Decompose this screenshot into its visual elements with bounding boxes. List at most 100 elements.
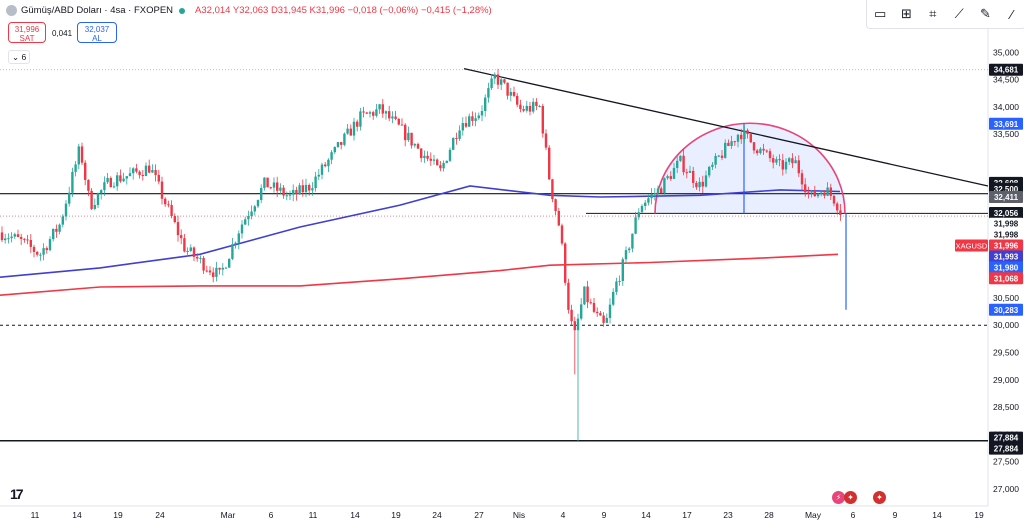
candle-body [490, 78, 493, 89]
candle-body [10, 236, 13, 239]
candle-body [122, 178, 125, 182]
candle-body [788, 158, 791, 162]
silver-coin-icon [6, 5, 17, 16]
candle-body [720, 155, 724, 158]
price-label-bg [989, 431, 1023, 444]
price-label: 32,056 [994, 209, 1019, 218]
candle-body [68, 192, 71, 204]
tradingview-logo-icon: 17 [10, 486, 24, 502]
crop-icon[interactable]: ⌗ [929, 6, 937, 21]
candle-body [330, 152, 333, 160]
candle-body [375, 109, 378, 116]
ohlc-values: A32,014 Y32,063 D31,945 K31,996 −0,018 (… [195, 5, 492, 16]
candle-body [132, 168, 135, 174]
candle-body [765, 150, 768, 152]
candle-body [196, 256, 199, 259]
candle-body [800, 173, 804, 185]
candle-body [394, 116, 397, 119]
x-tick-label: 23 [723, 510, 733, 520]
candle-body [477, 115, 480, 119]
drawing-toolbar: ▭ ⊞ ⌗ ⟋ ✎ ∕ [866, 0, 1024, 29]
symbol-title[interactable]: Gümüş/ABD Doları · 4sa · FXOPEN [21, 5, 174, 16]
candle-body [96, 193, 100, 206]
candle-body [71, 171, 74, 193]
x-tick-label: 24 [432, 510, 442, 520]
candle-body [464, 123, 468, 127]
buy-button[interactable]: 32,037 AL [77, 22, 117, 43]
candle-body [112, 186, 116, 188]
candle-body [509, 91, 512, 96]
ruler-icon[interactable]: ⟋ [954, 6, 964, 21]
candle-body [365, 112, 368, 114]
candle-body [768, 151, 772, 159]
candle-body [644, 202, 647, 206]
price-label-bg [989, 228, 1023, 241]
candle-body [39, 254, 42, 256]
candle-body [576, 318, 580, 331]
trend-line-icon[interactable]: ∕ [1010, 6, 1013, 22]
price-label: 31,998 [994, 231, 1019, 240]
candle-body [580, 304, 583, 319]
x-tick-label: 14 [72, 510, 82, 520]
candle-body [471, 116, 474, 121]
us-flag-icon[interactable]: ✦ [873, 491, 886, 504]
candle-body [42, 248, 45, 255]
sell-button[interactable]: 31,996 SAT [8, 22, 46, 43]
rectangle-icon[interactable]: ▭ [874, 6, 887, 21]
brush-icon[interactable]: ✎ [980, 6, 991, 21]
candle-body [522, 109, 525, 111]
candle-body [55, 228, 58, 232]
x-tick-label: 14 [932, 510, 942, 520]
y-tick-label: 30,500 [993, 293, 1019, 303]
candle-body [672, 167, 676, 179]
candle-body [263, 177, 266, 188]
chevron-down-icon: ⌄ [12, 52, 20, 62]
candle-body [52, 228, 55, 240]
candle-body [525, 105, 528, 111]
candle-body [759, 148, 762, 154]
candle-body [461, 123, 464, 131]
y-tick-label: 28,500 [993, 402, 1019, 412]
candle-body [221, 267, 224, 270]
candle-body [823, 192, 826, 196]
candle-body [570, 309, 573, 322]
candle-body [285, 195, 288, 197]
candle-body [682, 155, 685, 173]
us-flag-icon[interactable]: ✦ [844, 491, 857, 504]
candle-body [228, 258, 231, 268]
candle-body [295, 189, 298, 195]
y-tick-label: 27,000 [993, 484, 1019, 494]
candle-body [288, 194, 292, 196]
candle-body [480, 110, 484, 116]
candle-body [250, 211, 253, 216]
candle-body [452, 138, 455, 150]
candle-body [500, 79, 503, 85]
candle-body [538, 105, 541, 107]
date-price-range-icon[interactable]: ⊞ [901, 6, 912, 21]
candle-body [218, 267, 221, 270]
candle-body [778, 159, 781, 161]
moving-average-fast [0, 185, 841, 278]
candle-body [272, 182, 276, 188]
candle-body [260, 187, 263, 201]
candle-body [13, 234, 16, 237]
candle-body [436, 159, 439, 166]
candle-body [151, 170, 154, 173]
price-label: 27,884 [994, 445, 1019, 454]
candle-body [269, 187, 272, 189]
indicators-toggle[interactable]: ⌄ 6 [8, 50, 31, 64]
x-tick-label: 27 [474, 510, 484, 520]
candle-body [141, 174, 144, 176]
candle-body [727, 142, 730, 146]
spread-value: 0,041 [52, 29, 73, 38]
candle-body [647, 198, 650, 203]
dividend-event-icon[interactable]: ⚡ [832, 491, 845, 504]
candle-body [442, 162, 445, 169]
candle-body [234, 242, 237, 245]
candle-body [602, 315, 605, 323]
candle-body [240, 224, 244, 234]
candle-body [29, 240, 32, 247]
candle-body [253, 206, 256, 212]
candle-body [189, 247, 192, 251]
